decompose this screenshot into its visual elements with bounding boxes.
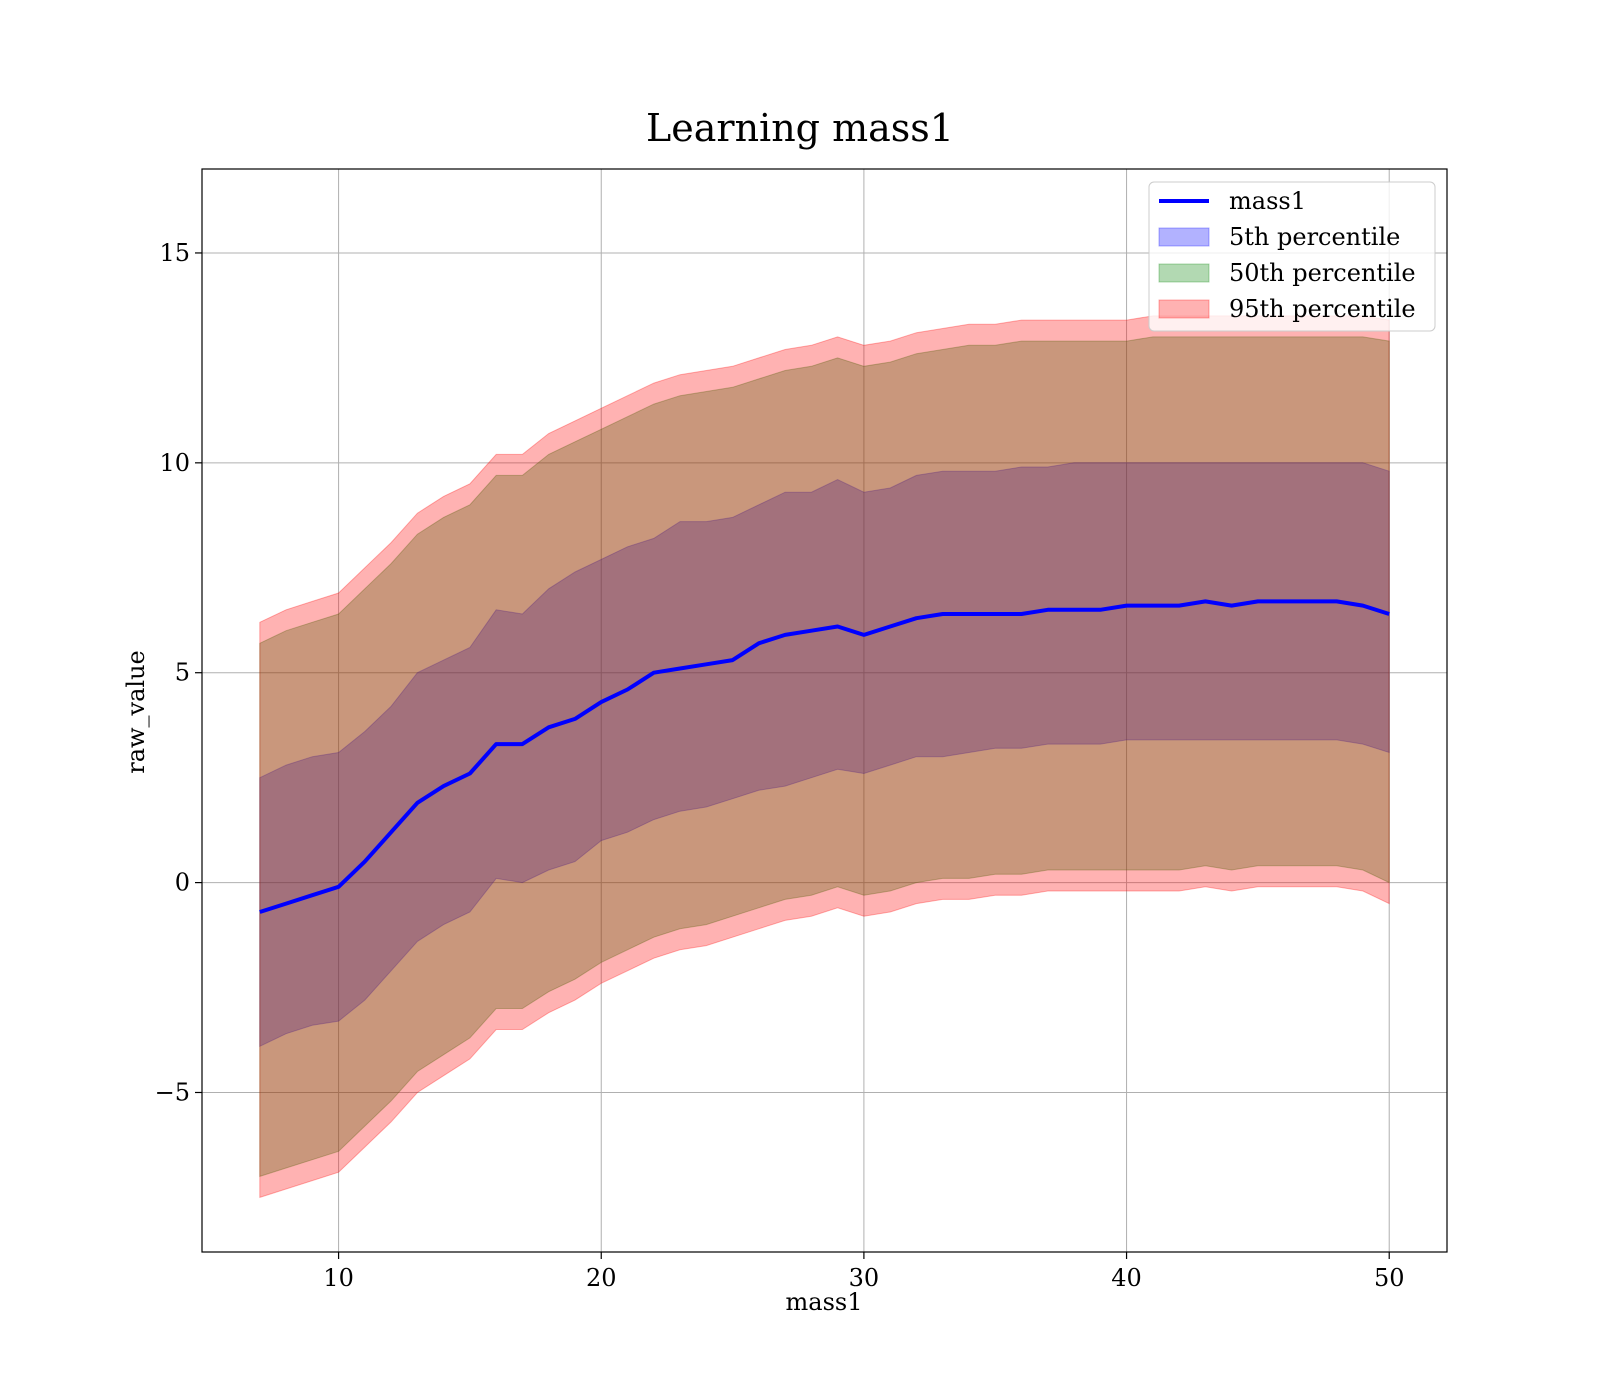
band-3 [259, 315, 1390, 1199]
y-tick-label: 10 [159, 449, 190, 477]
y-tick-label: 5 [175, 659, 190, 687]
x-tick-label: 50 [1374, 1264, 1405, 1292]
legend-frame [1148, 181, 1436, 332]
plot-area [201, 168, 1448, 1253]
legend-swatch-95th [1158, 299, 1210, 319]
x-axis-ticks: 10 20 30 40 50 [323, 1252, 1404, 1292]
legend-label-mass1: mass1 [1229, 187, 1306, 215]
band-2 [259, 336, 1390, 1178]
x-tick-label: 40 [1111, 1264, 1142, 1292]
legend-label-50th: 50th percentile [1229, 259, 1416, 287]
y-tick-label: 15 [159, 239, 190, 267]
x-tick-label: 10 [323, 1264, 354, 1292]
legend-label-95th: 95th percentile [1229, 295, 1416, 323]
y-tick-label: 0 [175, 869, 190, 897]
legend-swatch-5th [1158, 227, 1210, 247]
y-tick-label: −5 [155, 1078, 190, 1106]
legend-label-5th: 5th percentile [1229, 223, 1400, 251]
legend-swatch-50th [1158, 263, 1210, 283]
legend: mass1 5th percentile 50th percentile 95t… [1148, 181, 1436, 332]
series-lines [259, 599, 1390, 914]
x-tick-label: 20 [586, 1264, 617, 1292]
x-axis-title: mass1 [786, 1288, 863, 1316]
y-axis-ticks: −5 0 5 10 15 [155, 239, 202, 1106]
series-line-0 [259, 599, 1390, 914]
chart-title: Learning mass1 [646, 106, 954, 150]
y-axis-title: raw_value [122, 650, 150, 774]
plot-frame [201, 168, 1448, 1253]
x-tick-label: 30 [849, 1264, 880, 1292]
